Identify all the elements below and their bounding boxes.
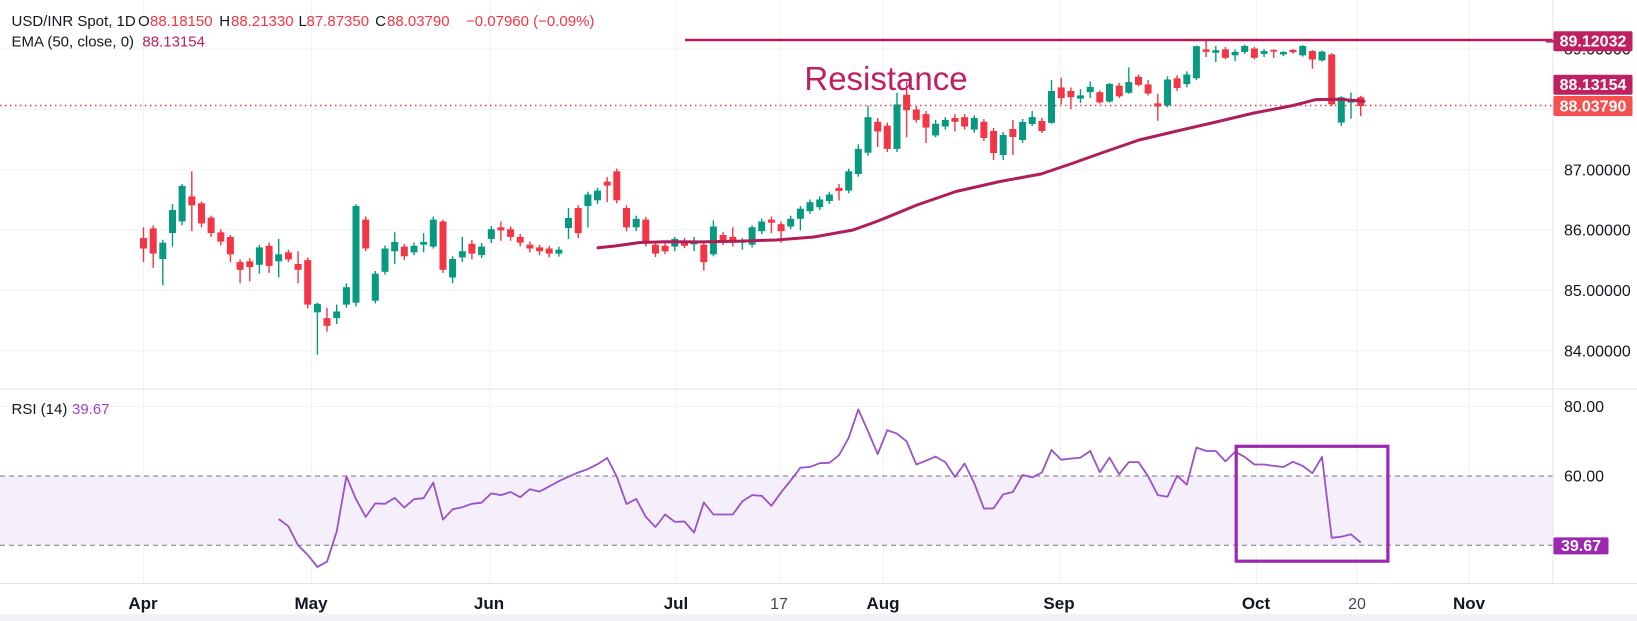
svg-text:17: 17 bbox=[770, 596, 788, 613]
svg-text:39.67: 39.67 bbox=[72, 401, 110, 418]
svg-text:87.00000: 87.00000 bbox=[1564, 162, 1631, 179]
svg-text:USD/INR Spot, 1D: USD/INR Spot, 1D bbox=[12, 13, 136, 30]
svg-text:Resistance: Resistance bbox=[804, 60, 967, 97]
svg-text:Jun: Jun bbox=[474, 594, 504, 613]
svg-text:88.13154: 88.13154 bbox=[1560, 77, 1627, 94]
svg-text:39.67: 39.67 bbox=[1561, 538, 1601, 555]
svg-text:Jul: Jul bbox=[664, 594, 689, 613]
svg-text:20: 20 bbox=[1348, 596, 1366, 613]
svg-text:88.21330: 88.21330 bbox=[231, 13, 294, 30]
svg-text:Nov: Nov bbox=[1453, 594, 1486, 613]
svg-text:L: L bbox=[299, 13, 307, 30]
svg-text:Apr: Apr bbox=[128, 594, 158, 613]
svg-text:H: H bbox=[219, 13, 230, 30]
svg-text:−0.07960 (−0.09%): −0.07960 (−0.09%) bbox=[466, 13, 594, 30]
svg-text:86.00000: 86.00000 bbox=[1564, 223, 1631, 240]
svg-text:87.87350: 87.87350 bbox=[307, 13, 370, 30]
svg-text:89.12032: 89.12032 bbox=[1560, 34, 1627, 51]
svg-text:80.00: 80.00 bbox=[1564, 399, 1604, 416]
svg-text:C: C bbox=[375, 13, 386, 30]
svg-text:Aug: Aug bbox=[866, 594, 899, 613]
svg-text:Oct: Oct bbox=[1242, 594, 1271, 613]
svg-text:88.03790: 88.03790 bbox=[387, 13, 450, 30]
svg-text:Sep: Sep bbox=[1043, 594, 1074, 613]
svg-text:EMA (50, close, 0): EMA (50, close, 0) bbox=[12, 34, 135, 51]
svg-text:88.03790: 88.03790 bbox=[1560, 98, 1627, 115]
svg-text:84.00000: 84.00000 bbox=[1564, 343, 1631, 360]
svg-text:May: May bbox=[294, 594, 328, 613]
svg-text:88.18150: 88.18150 bbox=[150, 13, 213, 30]
svg-text:88.13154: 88.13154 bbox=[142, 34, 205, 51]
svg-text:60.00: 60.00 bbox=[1564, 469, 1604, 486]
svg-text:O: O bbox=[138, 13, 150, 30]
svg-text:85.00000: 85.00000 bbox=[1564, 283, 1631, 300]
svg-text:RSI (14): RSI (14) bbox=[12, 401, 68, 418]
